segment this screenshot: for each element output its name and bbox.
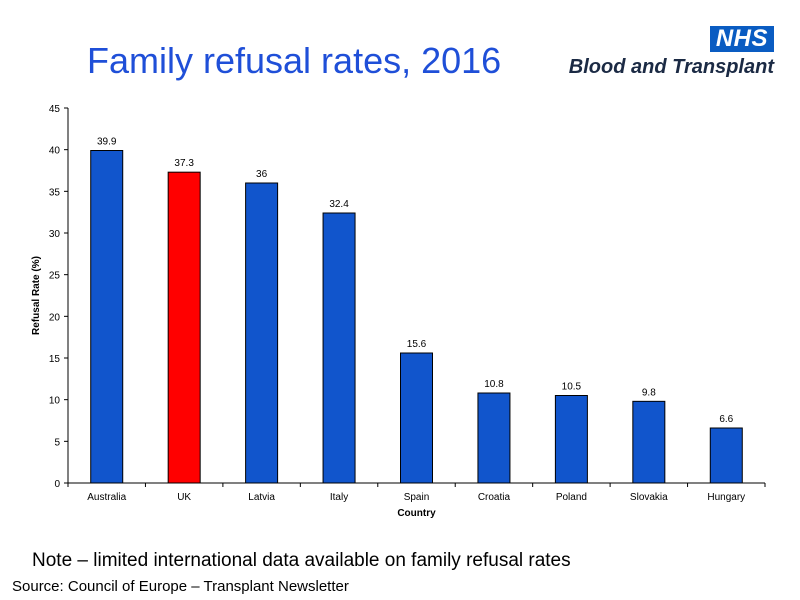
x-tick-label: Hungary	[707, 492, 745, 503]
source-text: Source: Council of Europe – Transplant N…	[12, 578, 349, 595]
bar-latvia	[245, 182, 279, 484]
x-tick-label: Spain	[404, 492, 430, 503]
bar-australia	[90, 150, 124, 484]
data-label: 37.3	[174, 158, 194, 169]
bar-poland	[554, 395, 588, 484]
slide-title: Family refusal rates, 2016	[87, 40, 502, 81]
x-axis-title: Country	[397, 508, 436, 519]
x-tick-label: Italy	[330, 492, 348, 503]
x-tick-label: UK	[177, 492, 191, 503]
y-tick-label: 10	[49, 396, 61, 407]
y-tick-label: 45	[49, 104, 61, 115]
data-label: 15.6	[407, 339, 427, 350]
bar-croatia	[477, 392, 511, 484]
data-label: 9.8	[642, 387, 656, 398]
y-tick-label: 15	[49, 354, 61, 365]
x-tick-label: Slovakia	[630, 492, 668, 503]
y-tick-label: 35	[49, 187, 61, 198]
y-tick-label: 20	[49, 312, 61, 323]
y-axis-title: Refusal Rate (%)	[31, 256, 42, 335]
data-label: 36	[256, 169, 268, 180]
bar-spain	[400, 352, 433, 484]
bar-italy	[322, 212, 356, 484]
x-tick-label: Poland	[556, 492, 587, 503]
y-tick-label: 25	[49, 271, 61, 282]
org-name: Blood and Transplant	[568, 56, 774, 78]
refusal-rate-bar-chart: 0 5 10 15 20 25 30 35 40 45 39.9 Australia 37.3 UK 36…	[31, 104, 766, 520]
data-label: 32.4	[329, 199, 349, 210]
y-tick-label: 0	[54, 479, 60, 490]
y-tick-label: 5	[54, 437, 60, 448]
x-tick-label: Australia	[87, 492, 126, 503]
nhs-blood-and-transplant-logo: NHS Blood and Transplant	[534, 26, 774, 82]
bar-hungary	[709, 427, 743, 484]
chart-labels: 39.9 Australia 37.3 UK 36 Latvia 32.4 Italy 15.6…	[31, 137, 745, 520]
note-text: Note – limited international data availa…	[32, 550, 571, 571]
y-tick-label: 30	[49, 229, 61, 240]
data-label: 6.6	[719, 414, 733, 425]
bar-slovakia	[632, 400, 666, 484]
nhs-logo-box: NHS	[709, 26, 774, 52]
data-label: 10.5	[562, 382, 582, 393]
x-tick-label: Latvia	[248, 492, 275, 503]
bar-uk	[167, 171, 201, 484]
y-tick-label: 40	[49, 146, 61, 157]
data-label: 10.8	[484, 379, 504, 390]
data-label: 39.9	[97, 137, 117, 148]
chart-bars	[90, 150, 743, 484]
x-tick-label: Croatia	[478, 492, 511, 503]
